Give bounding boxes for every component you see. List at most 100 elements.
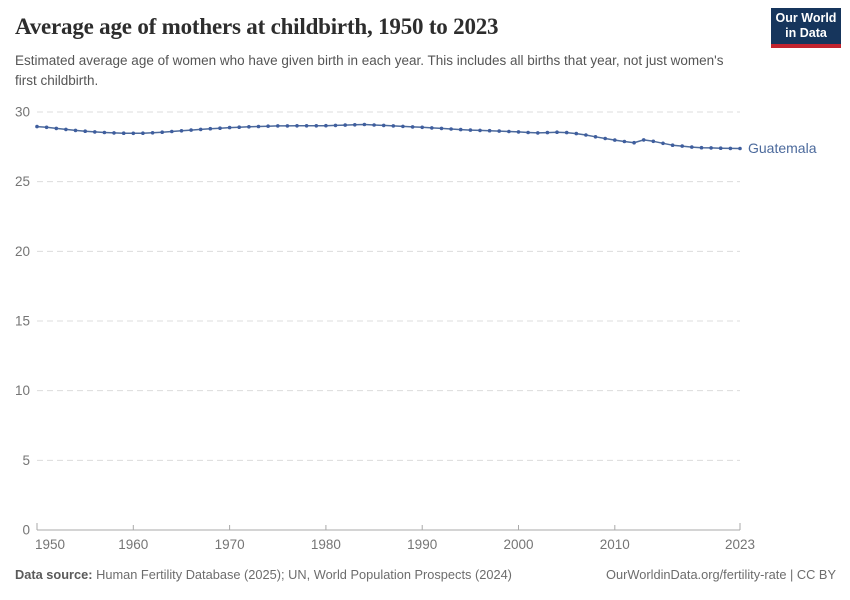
data-point[interactable]	[458, 127, 463, 132]
data-point[interactable]	[641, 138, 646, 142]
data-point[interactable]	[150, 131, 155, 135]
owid-logo[interactable]: Our World in Data	[771, 8, 841, 48]
data-point[interactable]	[112, 131, 116, 135]
data-point[interactable]	[314, 124, 319, 128]
data-point[interactable]	[430, 126, 434, 130]
data-point[interactable]	[343, 123, 348, 127]
data-point[interactable]	[526, 130, 530, 135]
data-point[interactable]	[54, 126, 59, 131]
data-point[interactable]	[179, 129, 184, 133]
data-point[interactable]	[718, 146, 723, 150]
data-point[interactable]	[64, 127, 68, 132]
data-point[interactable]	[391, 124, 396, 128]
data-source-text: Human Fertility Database (2025); UN, Wor…	[96, 567, 512, 582]
data-point[interactable]	[507, 129, 511, 134]
data-point[interactable]	[603, 136, 607, 141]
data-point[interactable]	[738, 146, 742, 151]
data-point[interactable]	[632, 140, 636, 145]
data-point[interactable]	[160, 130, 164, 134]
y-tick-label: 25	[15, 174, 30, 189]
data-point[interactable]	[295, 124, 299, 128]
data-point[interactable]	[555, 130, 559, 134]
data-point[interactable]	[661, 141, 665, 146]
data-source-label: Data source:	[15, 567, 93, 582]
x-tick-label: 1950	[35, 537, 65, 552]
data-point[interactable]	[285, 124, 290, 128]
owid-url-link[interactable]: OurWorldinData.org/fertility-rate | CC B…	[606, 567, 836, 582]
data-point[interactable]	[141, 131, 145, 135]
data-point[interactable]	[170, 129, 174, 134]
data-point[interactable]	[699, 145, 704, 150]
data-point[interactable]	[208, 126, 213, 131]
data-point[interactable]	[362, 122, 367, 127]
data-point[interactable]	[83, 129, 87, 133]
data-point[interactable]	[304, 124, 309, 128]
data-point[interactable]	[584, 133, 588, 137]
y-tick-label: 15	[15, 314, 30, 329]
entity-label[interactable]: Guatemala	[748, 140, 817, 156]
data-point[interactable]	[121, 131, 126, 135]
data-point[interactable]	[44, 125, 49, 130]
data-point[interactable]	[709, 146, 713, 150]
chart-subtitle: Estimated average age of women who have …	[15, 53, 724, 88]
y-tick-label: 0	[22, 523, 30, 538]
data-point[interactable]	[613, 138, 617, 142]
data-point[interactable]	[478, 128, 482, 133]
data-point[interactable]	[381, 123, 386, 128]
data-point[interactable]	[593, 135, 598, 139]
data-point[interactable]	[401, 124, 405, 129]
data-point[interactable]	[536, 131, 540, 135]
owid-logo-line1: Our World	[775, 11, 837, 25]
data-point[interactable]	[35, 124, 39, 129]
data-point[interactable]	[574, 131, 579, 136]
data-point[interactable]	[324, 123, 328, 128]
x-tick-label: 1980	[311, 537, 341, 552]
data-source-note: Data source: Human Fertility Database (2…	[15, 567, 512, 584]
data-point[interactable]	[497, 129, 502, 133]
data-point[interactable]	[198, 127, 203, 132]
data-point[interactable]	[670, 143, 675, 147]
data-point[interactable]	[420, 125, 425, 130]
data-point[interactable]	[102, 130, 107, 135]
data-point[interactable]	[651, 139, 656, 144]
y-tick-label: 20	[15, 244, 30, 259]
data-point[interactable]	[372, 123, 376, 127]
data-point[interactable]	[545, 130, 550, 135]
owid-logo-line2: in Data	[785, 26, 827, 40]
data-point[interactable]	[227, 125, 232, 130]
data-point[interactable]	[73, 128, 78, 133]
data-point[interactable]	[333, 123, 338, 128]
data-point[interactable]	[516, 130, 521, 134]
data-point[interactable]	[449, 127, 453, 131]
data-point[interactable]	[247, 125, 251, 129]
data-point[interactable]	[410, 125, 415, 129]
data-point[interactable]	[439, 126, 444, 131]
chart-header: Average age of mothers at childbirth, 19…	[15, 14, 755, 90]
x-tick-label: 2000	[503, 537, 533, 552]
data-point[interactable]	[468, 128, 473, 132]
data-point[interactable]	[690, 145, 694, 149]
data-line[interactable]	[36, 123, 741, 150]
data-point[interactable]	[266, 124, 270, 128]
data-point[interactable]	[237, 125, 241, 129]
x-tick-label: 2010	[600, 537, 630, 552]
data-point[interactable]	[564, 130, 569, 135]
data-point[interactable]	[680, 144, 684, 148]
data-point[interactable]	[256, 124, 261, 129]
data-point[interactable]	[93, 130, 97, 134]
data-point[interactable]	[487, 128, 492, 133]
y-tick-label: 10	[15, 383, 30, 398]
data-point[interactable]	[276, 124, 280, 128]
x-tick-label: 1960	[118, 537, 148, 552]
data-point[interactable]	[353, 123, 357, 127]
data-point[interactable]	[218, 126, 222, 130]
x-tick-label: 1990	[407, 537, 437, 552]
data-point[interactable]	[622, 139, 627, 144]
chart-footer: Data source: Human Fertility Database (2…	[15, 567, 836, 584]
data-point[interactable]	[189, 128, 193, 132]
data-point[interactable]	[728, 146, 733, 151]
data-point[interactable]	[131, 131, 136, 136]
y-tick-label: 5	[22, 453, 30, 468]
